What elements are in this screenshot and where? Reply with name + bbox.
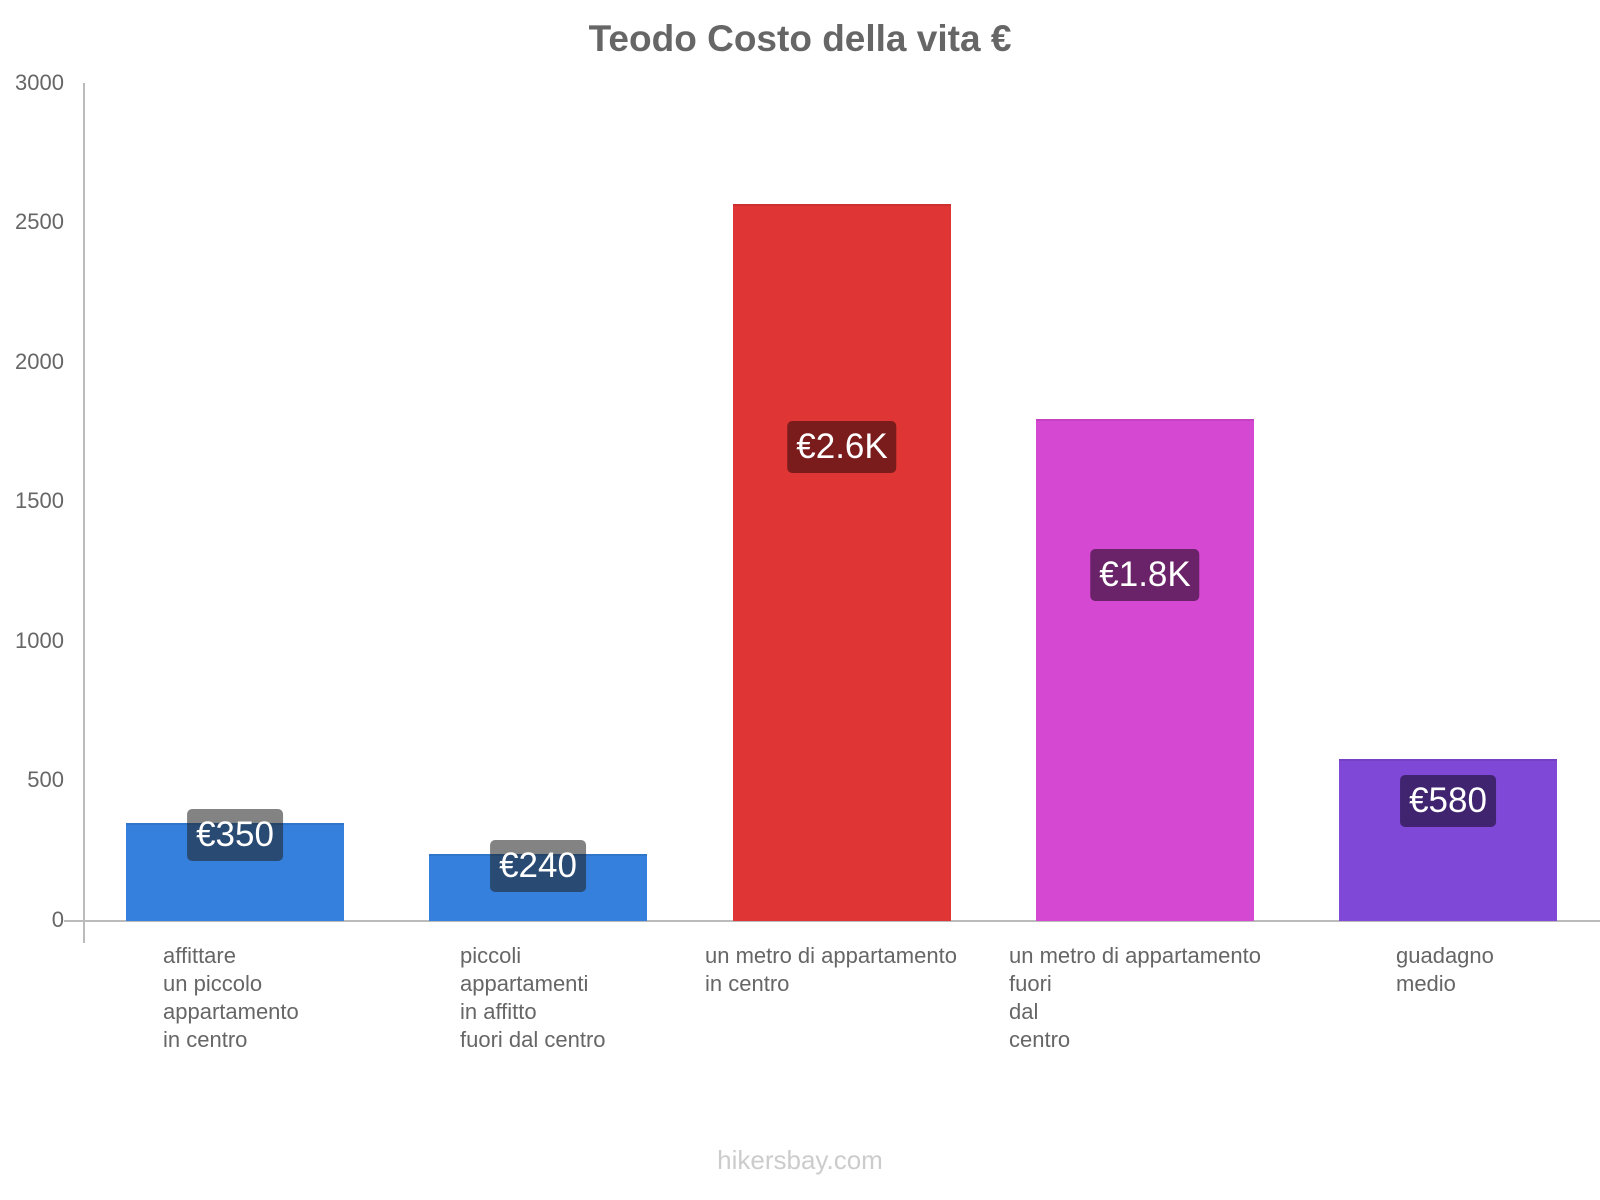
value-label-rent-outside: €240	[490, 840, 586, 893]
y-axis-line	[83, 83, 85, 943]
value-label-average-salary: €580	[1400, 775, 1496, 828]
x-label-sqm-center: un metro di appartamento in centro	[705, 943, 957, 996]
x-label-rent-outside: piccoli appartamenti in affitto fuori da…	[460, 943, 606, 1052]
value-label-sqm-outside: €1.8K	[1090, 548, 1200, 601]
bar-sqm-center	[733, 203, 951, 921]
bar-sqm-outside	[1036, 418, 1254, 921]
y-tick-1500: 1500	[15, 488, 64, 513]
value-label-sqm-center: €2.6K	[787, 421, 897, 474]
y-tick-2000: 2000	[15, 349, 64, 374]
x-axis-line	[64, 920, 1600, 922]
y-tick-0: 0	[51, 907, 64, 932]
y-tick-2500: 2500	[15, 209, 64, 234]
y-tick-3000: 3000	[15, 70, 64, 95]
value-label-rent-small-center: €350	[187, 809, 283, 862]
x-label-rent-small-center: affittare un piccolo appartamento in cen…	[163, 943, 299, 1052]
x-label-sqm-outside: un metro di appartamento fuori dal centr…	[1009, 943, 1261, 1052]
y-tick-1000: 1000	[15, 628, 64, 653]
chart-title: Teodo Costo della vita €	[588, 18, 1012, 59]
x-label-average-salary: guadagno medio	[1396, 943, 1494, 996]
y-tick-mark-0	[64, 920, 84, 922]
watermark: hikersbay.com	[717, 1145, 883, 1175]
y-tick-500: 500	[27, 767, 64, 792]
